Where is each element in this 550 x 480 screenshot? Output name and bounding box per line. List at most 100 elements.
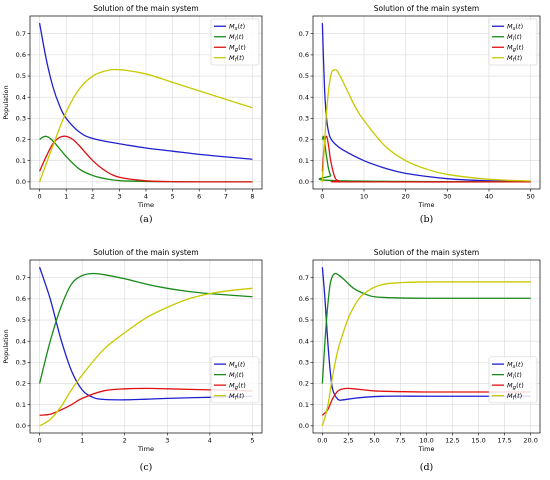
series-line-mgt xyxy=(321,387,531,416)
legend-entry: Mg(t) xyxy=(507,382,524,392)
y-tick-label: 0.3 xyxy=(299,359,309,367)
x-tick-label: 10.0 xyxy=(419,437,433,445)
legend-entry: Mg(t) xyxy=(229,44,246,54)
legend-entry: Mi(t) xyxy=(229,371,244,381)
y-tick-label: 0.1 xyxy=(16,401,26,409)
x-tick-label: 3 xyxy=(165,437,169,445)
x-tick-label: 5 xyxy=(171,193,175,201)
y-tick-label: 0.3 xyxy=(16,359,26,367)
plot-frame xyxy=(312,15,541,190)
x-tick-label: 40 xyxy=(485,193,493,201)
y-tick-label: 0.5 xyxy=(16,316,26,324)
y-tick-label: 0.4 xyxy=(299,93,309,101)
legend-box xyxy=(210,18,260,66)
x-tick-label: 10 xyxy=(360,193,368,201)
series-line-mst xyxy=(38,266,253,401)
x-tick-label: 6 xyxy=(197,193,201,201)
legend-entry: Mi(t) xyxy=(507,33,522,43)
y-tick-label: 0.7 xyxy=(299,274,309,282)
y-tick-label: 0.1 xyxy=(16,157,26,165)
series-line-mst xyxy=(321,267,531,401)
x-tick-label: 2 xyxy=(91,193,95,201)
legend-entry: Mi(t) xyxy=(507,371,522,381)
x-tick-label: 50 xyxy=(526,193,534,201)
series-line-mst xyxy=(38,23,253,160)
legend-entry: Ms(t) xyxy=(507,23,523,33)
x-tick-label: 17.5 xyxy=(497,437,511,445)
y-tick-label: 0.0 xyxy=(299,422,309,430)
y-tick-label: 0.2 xyxy=(299,136,309,144)
series-line-mft xyxy=(39,287,253,427)
x-tick-label: 7.5 xyxy=(395,437,405,445)
chart-panel-3: 0 1 2 3 4 5 0.0 0.1 0.2 0.3 0.4 0.5 0.6 0.7 Solution o… xyxy=(2,248,263,473)
y-tick-label: 0.3 xyxy=(16,115,26,123)
legend-box xyxy=(488,356,538,404)
y-tick-label: 0.7 xyxy=(299,30,309,38)
x-tick-label: 8 xyxy=(250,193,254,201)
series-line-mit xyxy=(318,135,531,183)
legend-entry: Ms(t) xyxy=(507,361,523,371)
y-tick-label: 0.6 xyxy=(299,51,309,59)
series-line-mft xyxy=(321,281,531,427)
x-tick-label: 7 xyxy=(224,193,228,201)
legend-entry: Mf(t) xyxy=(229,392,244,402)
y-tick-label: 0.4 xyxy=(16,337,26,345)
x-tick-label: 0 xyxy=(38,437,42,445)
x-tick-label: 1 xyxy=(64,193,68,201)
y-tick-label: 0.2 xyxy=(16,380,26,388)
y-tick-label: 0.7 xyxy=(16,274,26,282)
x-tick-label: 2 xyxy=(123,437,127,445)
legend: Ms(t)Mi(t)Mg(t)Mf(t) xyxy=(210,18,260,66)
y-tick-label: 0.7 xyxy=(16,30,26,38)
legend: Ms(t)Mi(t)Mg(t)Mf(t) xyxy=(488,356,538,404)
panel-caption: (c) xyxy=(140,462,153,473)
x-tick-label: 20.0 xyxy=(523,437,537,445)
series-line-mgt xyxy=(321,135,531,183)
y-tick-label: 0.1 xyxy=(299,401,309,409)
y-tick-label: 0.5 xyxy=(299,316,309,324)
y-tick-label: 0.2 xyxy=(299,380,309,388)
x-tick-label: 0.0 xyxy=(317,437,327,445)
series-line-mft xyxy=(321,68,531,182)
x-tick-label: 4 xyxy=(144,193,148,201)
x-tick-label: 20 xyxy=(402,193,410,201)
x-tick-label: 15.0 xyxy=(471,437,485,445)
x-axis-label: Time xyxy=(137,201,154,209)
y-tick-label: 0.6 xyxy=(299,295,309,303)
y-tick-label: 0.1 xyxy=(299,157,309,165)
legend-entry: Mf(t) xyxy=(507,54,522,64)
chart-title: Solution of the main system xyxy=(93,4,198,13)
panel-caption: (b) xyxy=(420,214,434,225)
x-tick-label: 5.0 xyxy=(369,437,379,445)
chart-title: Solution of the main system xyxy=(374,4,479,13)
legend-entry: Mg(t) xyxy=(229,382,246,392)
x-tick-label: 0 xyxy=(320,193,324,201)
y-tick-label: 0.0 xyxy=(299,178,309,186)
panel-caption: (a) xyxy=(139,214,152,225)
legend-box xyxy=(488,18,538,66)
y-tick-label: 0.6 xyxy=(16,295,26,303)
y-tick-label: 0.4 xyxy=(16,93,26,101)
chart-panel-4: 0.0 2.5 5.0 7.5 10.0 12.5 15.0 17.5 20.0 0.0 0.1 0.… xyxy=(299,248,541,473)
x-axis-label: Time xyxy=(418,201,435,209)
legend-entry: Mi(t) xyxy=(229,33,244,43)
legend-entry: Ms(t) xyxy=(229,361,245,371)
y-tick-label: 0.3 xyxy=(299,115,309,123)
chart-title: Solution of the main system xyxy=(374,248,479,257)
y-tick-label: 0.2 xyxy=(16,136,26,144)
series-line-mit xyxy=(321,272,531,384)
x-tick-label: 12.5 xyxy=(445,437,459,445)
x-axis-label: Time xyxy=(137,445,154,453)
y-tick-label: 0.0 xyxy=(16,422,26,430)
chart-panel-2: 0 10 20 30 40 50 0.0 0.1 0.2 0.3 0.4 0.5 0.6 0.7 Solut… xyxy=(299,4,541,225)
x-axis-label: Time xyxy=(418,445,435,453)
y-tick-label: 0.5 xyxy=(16,72,26,80)
legend: Ms(t)Mi(t)Mg(t)Mf(t) xyxy=(488,18,538,66)
series-line-mit xyxy=(38,272,253,384)
legend-entry: Ms(t) xyxy=(229,23,245,33)
legend-entry: Mf(t) xyxy=(507,392,522,402)
x-tick-label: 30 xyxy=(443,193,451,201)
x-tick-label: 0 xyxy=(38,193,42,201)
legend-entry: Mf(t) xyxy=(229,54,244,64)
